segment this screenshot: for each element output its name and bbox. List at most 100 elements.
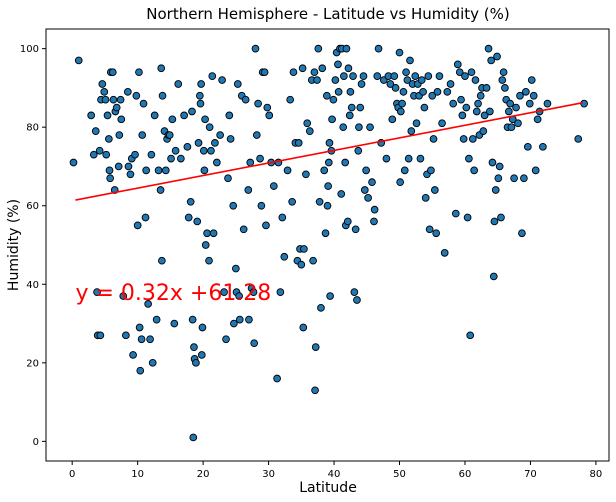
data-point bbox=[323, 201, 332, 210]
data-point bbox=[347, 103, 356, 112]
data-point bbox=[449, 99, 458, 108]
data-point bbox=[326, 292, 334, 300]
data-point bbox=[467, 68, 476, 77]
data-point bbox=[417, 76, 426, 84]
data-point bbox=[507, 123, 516, 132]
data-point bbox=[174, 80, 183, 88]
data-point bbox=[117, 115, 126, 124]
data-point bbox=[144, 300, 152, 308]
data-point bbox=[188, 315, 197, 324]
data-point bbox=[194, 139, 203, 147]
data-point bbox=[490, 217, 499, 226]
data-point bbox=[203, 229, 211, 238]
data-point bbox=[114, 162, 123, 171]
data-point bbox=[493, 52, 501, 61]
data-point bbox=[482, 84, 491, 92]
data-point bbox=[104, 135, 113, 143]
data-point bbox=[103, 111, 112, 120]
y-tick-label: 40 bbox=[26, 280, 39, 291]
data-point bbox=[459, 135, 468, 143]
data-point bbox=[305, 127, 314, 135]
data-point bbox=[300, 245, 308, 253]
data-point bbox=[479, 127, 488, 135]
data-point bbox=[205, 123, 214, 132]
data-point bbox=[539, 142, 547, 151]
data-point bbox=[129, 351, 137, 359]
data-point bbox=[391, 84, 400, 92]
data-point bbox=[317, 303, 325, 312]
plot-frame bbox=[45, 28, 610, 462]
data-point bbox=[226, 135, 235, 143]
data-point bbox=[89, 150, 98, 159]
data-point bbox=[516, 91, 524, 100]
x-tick-label: 70 bbox=[524, 469, 537, 480]
data-point bbox=[250, 339, 259, 348]
data-point bbox=[189, 433, 198, 442]
data-point bbox=[311, 343, 320, 351]
data-point bbox=[543, 99, 552, 108]
data-point bbox=[186, 197, 195, 206]
data-point bbox=[510, 174, 518, 183]
data-point bbox=[498, 76, 507, 84]
data-point bbox=[124, 162, 133, 171]
data-point bbox=[220, 288, 228, 296]
data-point bbox=[329, 95, 338, 104]
data-point bbox=[398, 99, 406, 108]
data-point bbox=[321, 229, 330, 238]
data-point bbox=[122, 331, 130, 340]
data-point bbox=[468, 135, 477, 143]
y-axis-ticks: 0 20 40 60 80 100 bbox=[20, 44, 46, 448]
data-point bbox=[366, 123, 374, 132]
data-point bbox=[216, 131, 224, 139]
data-point bbox=[529, 91, 538, 100]
data-point bbox=[346, 87, 355, 96]
data-point bbox=[232, 264, 240, 273]
data-point bbox=[171, 146, 180, 155]
data-point bbox=[101, 95, 110, 104]
data-point bbox=[362, 166, 370, 175]
data-point bbox=[156, 186, 165, 194]
data-point bbox=[310, 68, 319, 77]
data-point bbox=[323, 91, 331, 100]
data-point bbox=[141, 213, 150, 222]
x-tick-label: 80 bbox=[590, 469, 603, 480]
data-point bbox=[531, 166, 540, 175]
x-tick-label: 30 bbox=[262, 469, 275, 480]
data-point bbox=[177, 154, 185, 163]
data-point bbox=[396, 107, 405, 116]
data-point bbox=[123, 87, 132, 96]
data-point bbox=[487, 56, 496, 65]
data-point bbox=[100, 87, 109, 96]
data-point bbox=[230, 319, 238, 328]
data-point bbox=[263, 103, 272, 112]
data-point bbox=[320, 166, 329, 175]
data-point bbox=[416, 154, 425, 163]
data-point bbox=[201, 115, 209, 124]
data-point bbox=[233, 80, 242, 88]
regression-layer bbox=[75, 101, 583, 201]
data-point bbox=[514, 119, 522, 128]
data-point bbox=[353, 296, 361, 304]
data-point bbox=[142, 166, 151, 175]
data-point bbox=[135, 323, 144, 332]
data-point bbox=[137, 335, 146, 344]
data-point bbox=[512, 103, 520, 112]
regression-line bbox=[75, 101, 583, 201]
data-point bbox=[147, 150, 156, 159]
data-point bbox=[403, 76, 412, 84]
data-point bbox=[412, 119, 421, 128]
data-point bbox=[324, 158, 333, 167]
data-point bbox=[472, 107, 481, 116]
y-tick-label: 100 bbox=[20, 44, 39, 55]
data-point bbox=[407, 127, 416, 135]
data-point bbox=[488, 158, 497, 167]
x-tick-label: 40 bbox=[328, 469, 341, 480]
data-point bbox=[190, 343, 198, 351]
data-point bbox=[435, 72, 444, 80]
data-point bbox=[574, 135, 583, 143]
data-point bbox=[96, 331, 105, 340]
data-point bbox=[269, 182, 278, 190]
data-point bbox=[499, 68, 508, 77]
data-point bbox=[193, 217, 202, 226]
data-point bbox=[446, 80, 455, 88]
